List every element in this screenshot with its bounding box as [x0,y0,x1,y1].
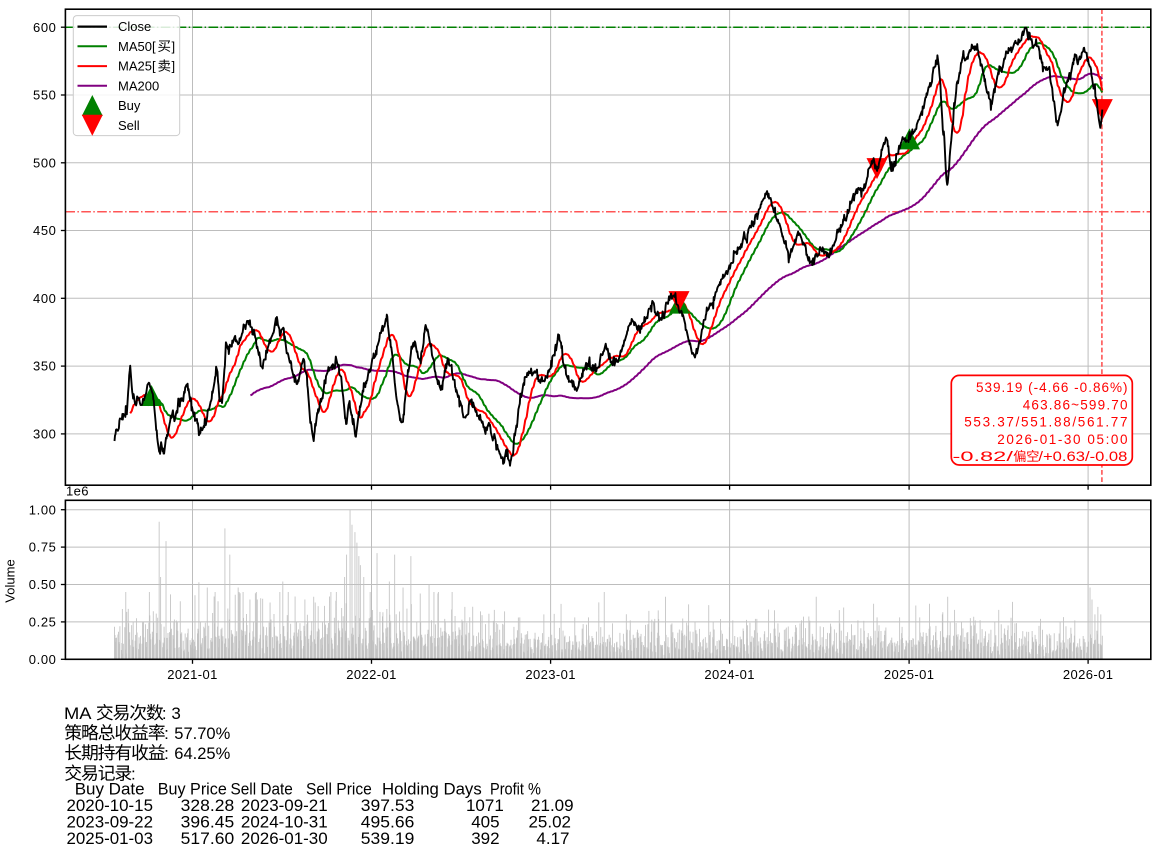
svg-text:495.66: 495.66 [361,813,415,832]
svg-text:2020-10-15: 2020-10-15 [67,796,154,815]
svg-text:2023-09-21: 2023-09-21 [241,796,328,815]
svg-text:]: ] [172,39,176,54]
svg-text:0.75: 0.75 [29,540,57,555]
svg-text:0.50: 0.50 [29,577,57,592]
svg-text:396.45: 396.45 [181,813,235,832]
svg-text:Buy Date: Buy Date [75,780,145,799]
svg-text:392: 392 [471,829,499,848]
svg-text:2024-01: 2024-01 [704,667,755,682]
svg-text:0.00: 0.00 [29,652,57,667]
svg-text:2025-01: 2025-01 [884,667,935,682]
svg-text:300: 300 [33,427,57,442]
svg-text:57.70%: 57.70% [174,724,230,743]
svg-text::: : [164,744,169,763]
svg-text:25.02: 25.02 [528,813,571,832]
svg-text:2025-01-03: 2025-01-03 [67,829,154,848]
svg-text:Profit %: Profit % [490,780,541,799]
svg-text:64.25%: 64.25% [174,744,230,763]
svg-text:MA25[: MA25[ [118,59,156,74]
svg-text:2023-01: 2023-01 [525,667,576,682]
svg-text:MA50[: MA50[ [118,39,156,54]
svg-text:2023-09-22: 2023-09-22 [67,813,154,832]
svg-text:]: ] [172,59,176,74]
svg-text:500: 500 [33,155,57,170]
svg-text:405: 405 [471,813,499,832]
svg-text:: 3: : 3 [162,704,181,723]
svg-text:397.53: 397.53 [361,796,415,815]
svg-text::: : [131,765,136,784]
svg-text:/+0.63/-0.08: /+0.63/-0.08 [1038,448,1127,464]
svg-text:MA: MA [64,704,92,723]
svg-text:517.60: 517.60 [181,829,235,848]
svg-text:Sell: Sell [118,118,140,133]
svg-text:600: 600 [33,20,57,35]
svg-text:Buy: Buy [118,98,141,113]
svg-text:1e6: 1e6 [66,484,89,499]
svg-text::: : [164,724,169,743]
svg-text:2021-01: 2021-01 [167,667,218,682]
svg-text:539.19 (-4.66 -0.86%): 539.19 (-4.66 -0.86%) [976,380,1128,395]
svg-text:4.17: 4.17 [536,829,569,848]
svg-text:Volume: Volume [3,559,18,602]
svg-text:553.37/551.88/561.77: 553.37/551.88/561.77 [964,415,1127,430]
svg-text:Sell Date: Sell Date [231,780,293,799]
svg-text:450: 450 [33,223,57,238]
svg-text:Close: Close [118,19,151,34]
svg-text:MA200: MA200 [118,78,159,93]
svg-text:1071: 1071 [466,796,504,815]
svg-text:Buy Price: Buy Price [158,780,227,799]
svg-text:2026-01: 2026-01 [1063,667,1114,682]
svg-text:21.09: 21.09 [531,796,574,815]
svg-text:2022-01: 2022-01 [346,667,397,682]
svg-text:2024-10-31: 2024-10-31 [241,813,328,832]
svg-text:350: 350 [33,359,57,374]
svg-text:539.19: 539.19 [361,829,415,848]
svg-text:0.25: 0.25 [29,615,57,630]
svg-text:328.28: 328.28 [181,796,235,815]
svg-text:Sell Price: Sell Price [306,780,372,799]
svg-text:463.86~599.70: 463.86~599.70 [1023,397,1128,412]
svg-text:Holding Days: Holding Days [382,780,482,799]
svg-text:550: 550 [33,88,57,103]
svg-text:1.00: 1.00 [29,502,57,517]
svg-text:400: 400 [33,291,57,306]
svg-text:-0.82/: -0.82/ [953,448,1014,464]
svg-text:2026-01-30: 2026-01-30 [241,829,328,848]
